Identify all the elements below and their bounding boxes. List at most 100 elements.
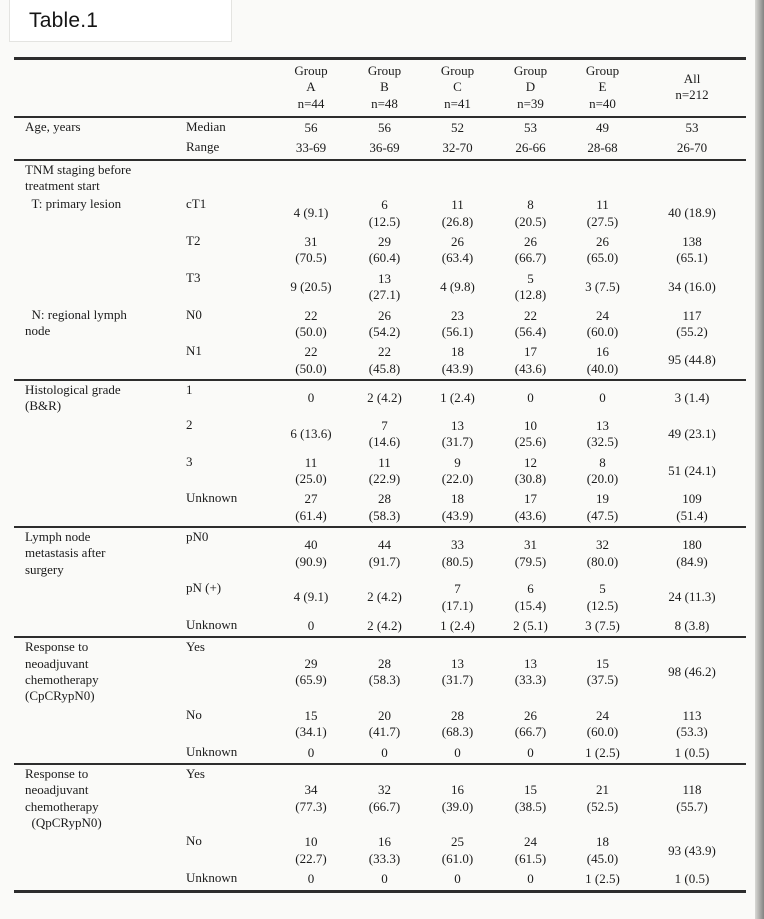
data-cell: 0: [307, 390, 315, 406]
row-category: [14, 269, 184, 306]
row-label: Unknown: [184, 869, 274, 892]
data-cell: 23 (56.1): [441, 307, 474, 339]
data-cell: 29 (60.4): [368, 234, 401, 266]
data-cell: 8 (20.0): [586, 454, 619, 486]
data-cell: 16 (40.0): [567, 342, 638, 381]
data-cell: 0: [527, 390, 534, 406]
data-cell: 0: [494, 869, 567, 892]
row-category: [14, 832, 184, 869]
data-cell: 18 (45.0): [586, 834, 619, 866]
row-label: Unknown: [184, 742, 274, 765]
data-cell: 33-69: [274, 138, 348, 161]
data-cell: 113 (53.3): [676, 707, 708, 740]
data-cell: 34 (77.3): [295, 782, 327, 814]
data-cell: 32 (66.7): [368, 782, 401, 814]
data-cell: 34 (16.0): [668, 278, 716, 294]
table-row: N: regional lymph node N0 22 (50.0) 26 (54.…: [14, 306, 746, 343]
row-category: Age, years: [25, 118, 81, 134]
data-cell: 22 (45.8): [348, 342, 421, 381]
data-cell: 26 (54.2): [368, 307, 401, 339]
data-cell: 13 (32.5): [586, 417, 619, 450]
data-cell: 13 (31.7): [441, 417, 474, 450]
table-row: TNM staging before treatment start: [14, 160, 746, 196]
table-row: pN (+) 4 (9.1) 2 (4.2) 7 (17.1) 6 (15.4) 5 (1…: [14, 579, 746, 616]
data-cell: 4 (9.1): [293, 205, 329, 221]
row-label: cT1: [186, 196, 207, 212]
data-cell: 0: [494, 742, 567, 765]
column-header: Group E n=40: [567, 58, 638, 118]
right-edge-strip: [755, 0, 764, 919]
data-cell: [348, 160, 421, 196]
data-cell: 44 (91.7): [368, 537, 401, 569]
row-label: 1: [186, 382, 193, 397]
data-cell: 40 (90.9): [295, 537, 327, 569]
data-cell: 22 (50.0): [295, 307, 327, 339]
data-cell: 1 (2.4): [440, 390, 475, 406]
row-category: [14, 342, 184, 381]
data-cell: 93 (43.9): [668, 842, 716, 858]
table-row: No 15 (34.1) 20 (41.7) 28 (68.3) 26 (66.7) 24…: [14, 706, 746, 743]
data-cell: [274, 160, 348, 196]
row-category: TNM staging before treatment start: [25, 161, 132, 193]
table-row: T: primary lesion cT1 4 (9.1) 6 (12.5) 11 (2…: [14, 195, 746, 232]
row-category: [14, 416, 184, 453]
row-category: [14, 579, 184, 616]
data-cell: 19 (47.5): [567, 489, 638, 528]
data-cell: 98 (46.2): [668, 663, 716, 679]
data-cell: 3 (1.4): [674, 390, 710, 406]
data-cell: 28 (58.3): [348, 489, 421, 528]
data-cell: 24 (60.0): [586, 307, 619, 339]
table-row: Lymph node metastasis after surgery pN0 40…: [14, 527, 746, 579]
data-cell: 9 (22.0): [441, 454, 474, 486]
data-cell: 0: [274, 869, 348, 892]
data-cell: 2 (4.2): [367, 589, 402, 605]
data-cell: 11 (25.0): [295, 454, 327, 486]
header-spacer-category: [14, 58, 184, 118]
data-cell: 7 (14.6): [368, 417, 401, 450]
row-label: 2: [186, 416, 193, 432]
data-cell: 20 (41.7): [368, 707, 401, 740]
data-cell: 36-69: [348, 138, 421, 161]
data-cell: 109 (51.4): [638, 489, 746, 528]
data-cell: 26-70: [638, 138, 746, 161]
row-category: Lymph node metastasis after surgery: [25, 529, 106, 577]
row-label: Median: [186, 118, 226, 134]
data-cell: 26 (65.0): [586, 234, 619, 266]
data-cell: 95 (44.8): [638, 342, 746, 381]
data-cell: 11 (26.8): [441, 197, 474, 229]
data-cell: 4 (9.1): [293, 589, 329, 605]
data-cell: 49 (23.1): [668, 425, 716, 441]
data-cell: 0: [274, 615, 348, 639]
data-cell: 18 (43.9): [421, 342, 494, 381]
table-row: T2 31 (70.5) 29 (60.4) 26 (63.4) 26 (66.7) 26…: [14, 232, 746, 269]
row-category: [14, 489, 184, 528]
data-cell: 13 (33.3): [514, 655, 547, 687]
data-cell: 16 (33.3): [368, 834, 401, 866]
row-category: T: primary lesion: [25, 196, 122, 212]
data-table: Group A n=44 Group B n=48 Group C n=41 Grou…: [14, 57, 746, 893]
data-cell: 29 (65.9): [295, 655, 327, 687]
data-cell: 2 (4.2): [348, 615, 421, 639]
header-row: Group A n=44 Group B n=48 Group C n=41 Grou…: [14, 58, 746, 118]
data-cell: 1 (2.5): [567, 869, 638, 892]
data-cell: 1 (2.4): [421, 615, 494, 639]
data-cell: 15 (38.5): [514, 782, 547, 814]
column-header: Group A n=44: [274, 58, 348, 118]
data-cell: 2 (4.2): [367, 390, 402, 406]
row-category: Histological grade (B&R): [25, 382, 121, 414]
data-cell: 3 (7.5): [567, 615, 638, 639]
table-row: Response to neoadjuvant chemotherapy (Cp…: [14, 637, 746, 706]
data-cell: 32-70: [421, 138, 494, 161]
data-cell: 11 (27.5): [586, 197, 619, 229]
row-label: No: [186, 706, 202, 722]
row-label: No: [186, 833, 202, 849]
data-cell: 4 (9.8): [440, 278, 475, 294]
row-label: Unknown: [184, 615, 274, 639]
row-label: pN0: [186, 529, 209, 544]
data-cell: 15 (34.1): [295, 707, 327, 740]
table-row: T3 9 (20.5) 13 (27.1) 4 (9.8) 5 (12.8) 3 (7.5…: [14, 269, 746, 306]
row-category: [14, 615, 184, 639]
table-row: Unknown 27 (61.4) 28 (58.3) 18 (43.9) 17 (43…: [14, 489, 746, 528]
data-cell: 138 (65.1): [676, 234, 708, 266]
row-label: Yes: [186, 765, 205, 781]
